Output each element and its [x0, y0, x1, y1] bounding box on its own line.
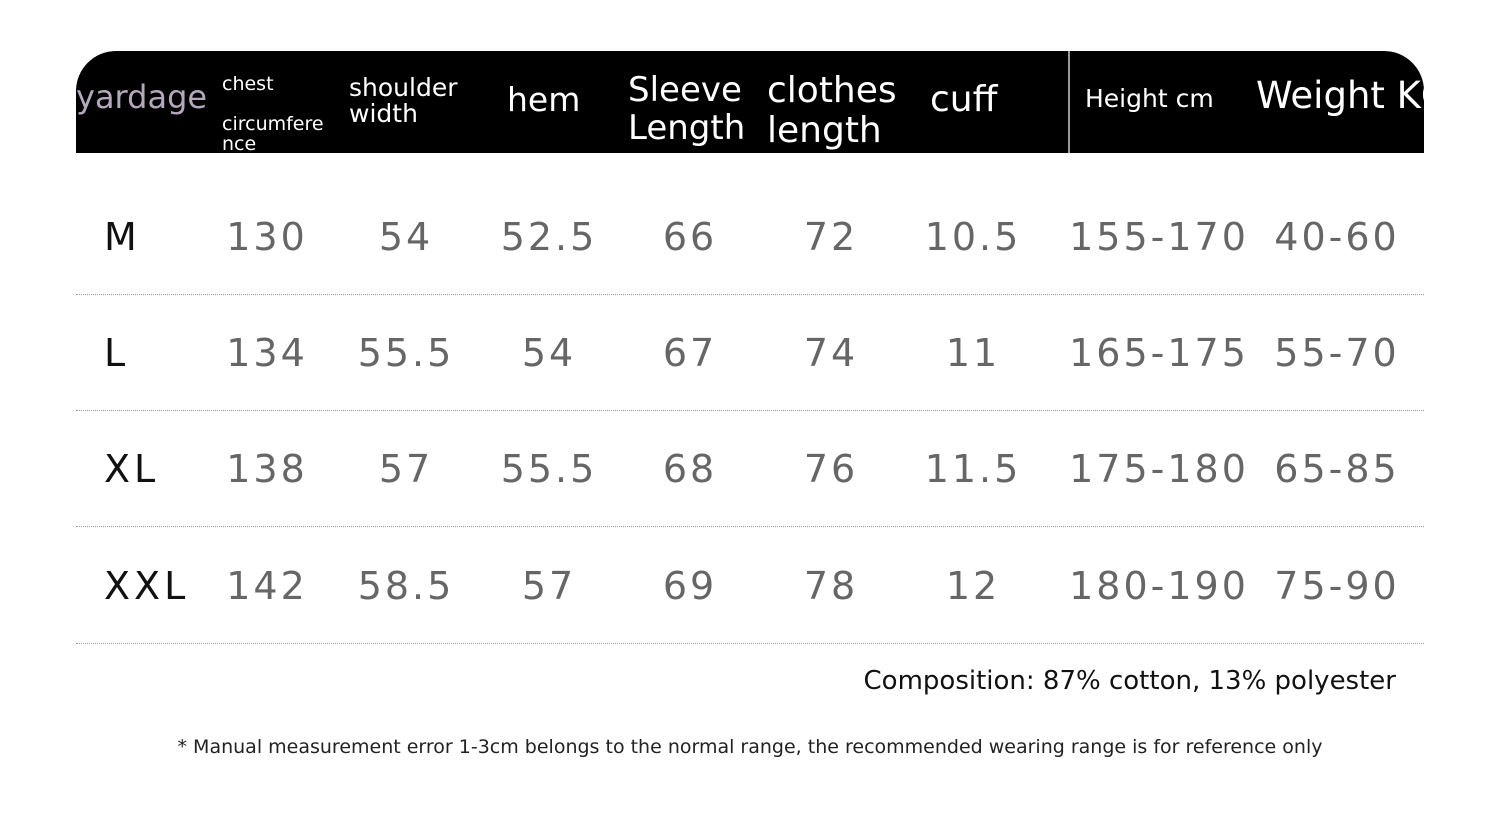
table-row: XXL 142 58.5 57 69 78 12 180-190 75-90	[76, 528, 1424, 644]
header-weight: Weight KG	[1256, 74, 1424, 117]
shoulder-width-value: 58.5	[357, 564, 455, 608]
cuff-value: 12	[945, 564, 1001, 608]
sleeve-length-value: 66	[662, 215, 718, 259]
height-value: 155-170	[1069, 215, 1249, 259]
sleeve-length-value: 67	[662, 331, 718, 375]
hem-value: 52.5	[500, 215, 598, 259]
weight-value: 65-85	[1274, 447, 1400, 491]
header-sleeve-length: Length	[628, 108, 746, 148]
header-clothes-length: length	[767, 110, 882, 151]
size-label: XL	[104, 447, 160, 491]
chest-value: 138	[226, 447, 308, 491]
clothes-length-value: 76	[803, 447, 859, 491]
table-row: L 134 55.5 54 67 74 11 165-175 55-70	[76, 295, 1424, 411]
header-width: width	[349, 99, 418, 128]
sleeve-length-value: 69	[662, 564, 718, 608]
size-label: L	[104, 331, 130, 375]
header-circumference-2: nce	[222, 133, 257, 153]
header-chest: chest	[222, 73, 274, 95]
header-height: Height cm	[1085, 84, 1214, 113]
hem-value: 54	[521, 331, 577, 375]
size-label: XXL	[104, 564, 190, 608]
height-value: 180-190	[1069, 564, 1249, 608]
row-divider	[76, 410, 1424, 411]
weight-value: 75-90	[1274, 564, 1400, 608]
header-hem: hem	[507, 80, 581, 119]
chest-value: 130	[226, 215, 308, 259]
clothes-length-value: 78	[803, 564, 859, 608]
chest-value: 134	[226, 331, 308, 375]
hem-value: 57	[521, 564, 577, 608]
cuff-value: 11	[945, 331, 1001, 375]
header-sleeve: Sleeve	[628, 70, 742, 110]
header-circumference: circumfere	[222, 113, 324, 135]
hem-value: 55.5	[500, 447, 598, 491]
row-divider	[76, 526, 1424, 527]
sleeve-length-value: 68	[662, 447, 718, 491]
row-divider	[76, 643, 1424, 644]
height-value: 165-175	[1069, 331, 1249, 375]
weight-value: 40-60	[1274, 215, 1400, 259]
size-label: M	[104, 215, 141, 259]
cuff-value: 10.5	[924, 215, 1022, 259]
table-row: M 130 54 52.5 66 72 10.5 155-170 40-60	[76, 179, 1424, 295]
weight-value: 55-70	[1274, 331, 1400, 375]
row-divider	[76, 294, 1424, 295]
measurement-note: * Manual measurement error 1-3cm belongs…	[177, 736, 1323, 758]
header-divider	[1068, 51, 1070, 153]
clothes-length-value: 72	[803, 215, 859, 259]
header-shoulder: shoulder	[349, 73, 458, 102]
table-header: yardage chest circumfere nce shoulder wi…	[76, 51, 1424, 153]
clothes-length-value: 74	[803, 331, 859, 375]
header-yardage: yardage	[76, 78, 208, 116]
table-row: XL 138 57 55.5 68 76 11.5 175-180 65-85	[76, 411, 1424, 527]
shoulder-width-value: 57	[378, 447, 434, 491]
chest-value: 142	[226, 564, 308, 608]
height-value: 175-180	[1069, 447, 1249, 491]
header-cuff: cuff	[930, 79, 998, 120]
composition-text: Composition: 87% cotton, 13% polyester	[863, 666, 1396, 696]
shoulder-width-value: 54	[378, 215, 434, 259]
cuff-value: 11.5	[924, 447, 1022, 491]
header-clothes: clothes	[767, 70, 897, 111]
shoulder-width-value: 55.5	[357, 331, 455, 375]
